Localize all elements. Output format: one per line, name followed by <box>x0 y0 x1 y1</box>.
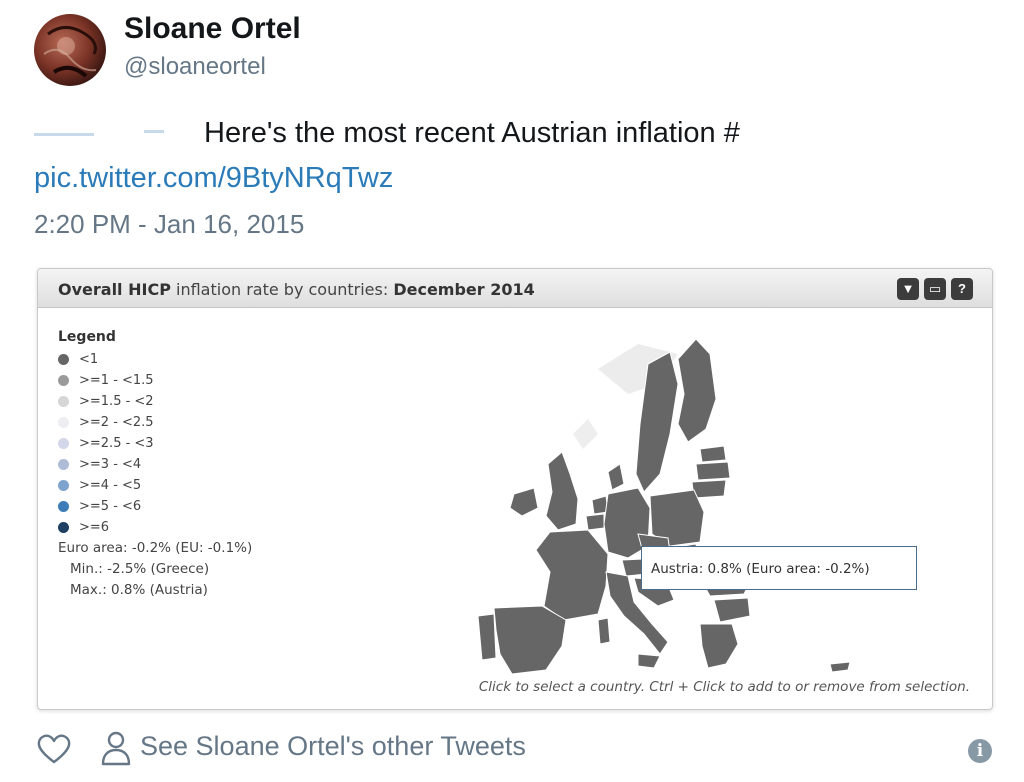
legend-item: >=4 - <5 <box>58 475 252 496</box>
legend-swatch <box>58 459 69 470</box>
country-spain[interactable] <box>493 605 567 674</box>
legend-label: <1 <box>79 352 99 367</box>
country-germany[interactable] <box>603 487 651 559</box>
heart-icon[interactable] <box>36 733 72 765</box>
country-cyprus[interactable] <box>829 661 851 673</box>
legend-item: >=5 - <6 <box>58 496 252 517</box>
legend-label: >=5 - <6 <box>79 499 142 514</box>
country-uk[interactable] <box>545 451 579 531</box>
legend-swatch <box>58 417 69 428</box>
country-belgium[interactable] <box>585 513 605 531</box>
country-latvia[interactable] <box>695 461 731 481</box>
card-title-date: December 2014 <box>393 280 535 299</box>
legend-item: >=1.5 - <2 <box>58 391 252 412</box>
legend-swatch <box>58 522 69 533</box>
card-title: Overall HICP inflation rate by countries… <box>58 280 535 299</box>
legend-label: >=2 - <2.5 <box>79 415 154 430</box>
tweet-timestamp[interactable]: 2:20 PM - Jan 16, 2015 <box>34 209 305 239</box>
legend-item: >=2.5 - <3 <box>58 433 252 454</box>
min-stat: Min.: -2.5% (Greece) <box>70 561 210 577</box>
country-sweden[interactable] <box>635 351 679 493</box>
legend-item: >=2 - <2.5 <box>58 412 252 433</box>
country-portugal[interactable] <box>477 613 497 661</box>
legend-label: >=4 - <5 <box>79 478 142 493</box>
card-title-middle: inflation rate by countries: <box>170 280 394 299</box>
media-link[interactable]: pic.twitter.com/9BtyNRqTwz <box>34 162 394 194</box>
country-estonia[interactable] <box>699 445 727 463</box>
country-lithuania[interactable] <box>691 479 727 499</box>
legend-item: <1 <box>58 349 252 370</box>
legend-swatch <box>58 396 69 407</box>
maximize-icon[interactable]: ▭ <box>924 278 946 300</box>
legend-title: Legend <box>58 329 116 345</box>
iceland-area <box>573 419 598 449</box>
author-handle[interactable]: @sloaneortel <box>124 53 266 80</box>
country-bulgaria[interactable] <box>713 597 751 623</box>
country-ireland[interactable] <box>509 487 539 517</box>
map-hint: Click to select a country. Ctrl + Click … <box>478 679 970 695</box>
legend-item: >=1 - <1.5 <box>58 370 252 391</box>
europe-map[interactable] <box>438 324 878 674</box>
info-icon[interactable]: i <box>968 739 992 763</box>
country-poland[interactable] <box>649 489 705 547</box>
legend-label: >=1 - <1.5 <box>79 373 154 388</box>
tweet-text: Here's the most recent Austrian inflatio… <box>204 117 740 149</box>
collapse-icon[interactable]: ▼ <box>897 278 919 300</box>
legend-label: >=1.5 - <2 <box>79 394 154 409</box>
map-legend: Legend <1 >=1 - <1.5 >=1.5 - <2 >=2 - <2.5 >… <box>58 329 252 601</box>
see-other-tweets-link[interactable]: See Sloane Ortel's other Tweets <box>140 731 526 761</box>
card-title-indicator: Overall HICP <box>58 280 171 299</box>
legend-swatch <box>58 480 69 491</box>
legend-label: >=6 <box>79 520 110 535</box>
legend-swatch <box>58 438 69 449</box>
legend-swatch <box>58 375 69 386</box>
legend-swatch <box>58 354 69 365</box>
country-italy[interactable] <box>605 571 669 655</box>
euro-area-stat: Euro area: -0.2% (EU: -0.1%) <box>58 540 253 556</box>
embedded-map-image[interactable]: Overall HICP inflation rate by countries… <box>37 268 993 710</box>
legend-item: >=6 <box>58 517 252 538</box>
help-icon[interactable]: ? <box>951 278 973 300</box>
author-name[interactable]: Sloane Ortel <box>124 12 301 45</box>
legend-swatch <box>58 501 69 512</box>
country-denmark[interactable] <box>607 463 625 491</box>
max-stat: Max.: 0.8% (Austria) <box>70 582 208 598</box>
country-greece[interactable] <box>699 623 739 669</box>
author-avatar[interactable] <box>34 14 106 86</box>
country-france[interactable] <box>535 529 609 621</box>
country-tooltip: Austria: 0.8% (Euro area: -0.2%) <box>641 546 917 590</box>
country-finland[interactable] <box>677 338 717 443</box>
country-sardinia[interactable] <box>597 617 611 645</box>
tweet-footer: See Sloane Ortel's other Tweets i <box>0 725 1024 775</box>
legend-item: >=3 - <4 <box>58 454 252 475</box>
card-header: Overall HICP inflation rate by countries… <box>38 269 992 308</box>
person-icon[interactable] <box>100 730 132 766</box>
faded-text-fragment <box>34 130 164 136</box>
legend-label: >=3 - <4 <box>79 457 142 472</box>
country-sicily[interactable] <box>637 653 661 669</box>
legend-label: >=2.5 - <3 <box>79 436 154 451</box>
